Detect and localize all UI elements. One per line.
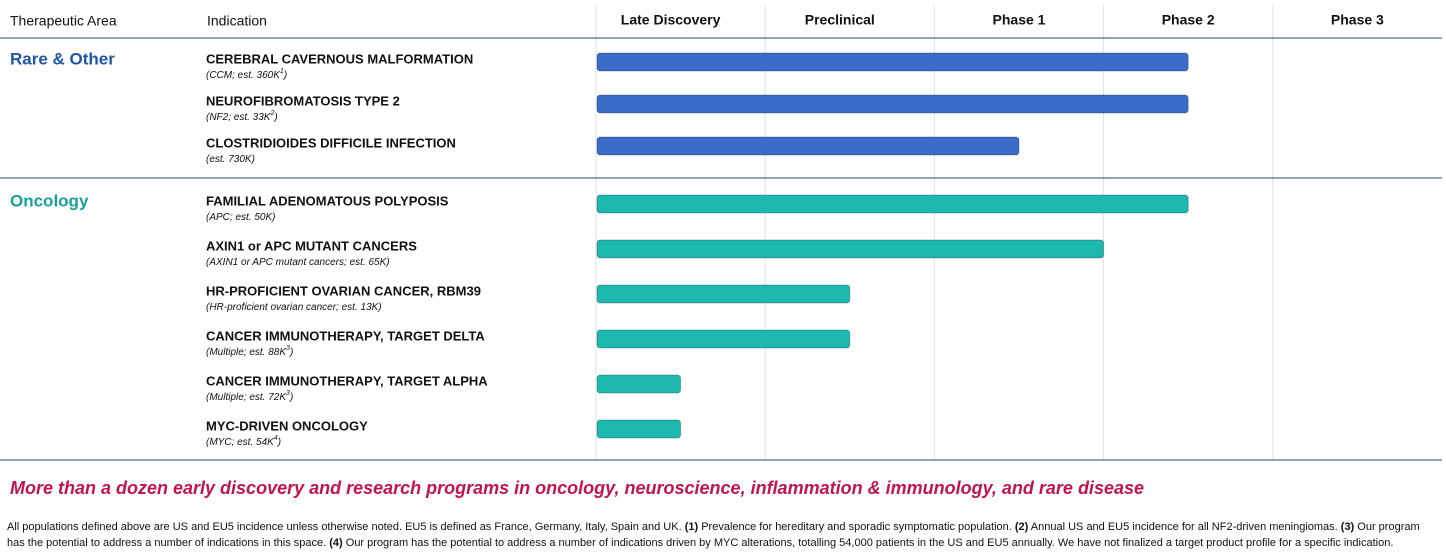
note-part: 4 — [274, 435, 278, 442]
note-part: ) — [289, 347, 293, 358]
indication-title: CANCER IMMUNOTHERAPY, TARGET ALPHA — [206, 373, 488, 388]
indication-title: CEREBRAL CAVERNOUS MALFORMATION — [206, 51, 473, 66]
progress-bar — [596, 239, 1105, 259]
indication-note: (Multiple; est. 72K3) — [206, 390, 293, 402]
progress-bar — [596, 136, 1020, 156]
note-part: 1 — [280, 68, 284, 75]
footnote-part: (4) — [329, 537, 343, 549]
indication-title: CLOSTRIDIOIDES DIFFICILE INFECTION — [206, 135, 456, 150]
indication-title: MYC-DRIVEN ONCOLOGY — [206, 418, 368, 433]
footnote-part: has the potential to address a number of… — [7, 537, 329, 549]
indication-note: (est. 730K) — [206, 154, 255, 165]
progress-bar — [596, 52, 1189, 72]
note-part: ) — [273, 112, 277, 123]
indication-title: AXIN1 or APC MUTANT CANCERS — [206, 238, 417, 253]
footnote-line: All populations defined above are US and… — [7, 521, 1420, 533]
indication-note: (APC; est. 50K) — [206, 212, 275, 223]
indication-note: (CCM; est. 360K1) — [206, 68, 287, 80]
indication-note: (AXIN1 or APC mutant cancers; est. 65K) — [206, 257, 390, 268]
note-part: 3 — [286, 345, 290, 352]
note-part: (NF2; est. 33K — [206, 112, 272, 123]
indication-title: NEUROFIBROMATOSIS TYPE 2 — [206, 93, 400, 108]
note-part: (AXIN1 or APC mutant cancers; est. 65K) — [206, 257, 390, 268]
footnote-part: All populations defined above are US and… — [7, 521, 685, 533]
note-part: (Multiple; est. 72K — [206, 392, 287, 403]
note-part: (MYC; est. 54K — [206, 437, 275, 448]
progress-bar — [596, 284, 851, 304]
note-part: (HR-proficient ovarian cancer; est. 13K) — [206, 302, 382, 313]
note-part: (Multiple; est. 88K — [206, 347, 287, 358]
progress-bar — [596, 329, 851, 349]
indication-title: FAMILIAL ADENOMATOUS POLYPOSIS — [206, 193, 449, 208]
footnote-part: Prevalence for hereditary and sporadic s… — [698, 521, 1015, 533]
indication-note: (MYC; est. 54K4) — [206, 435, 281, 447]
progress-bar — [596, 194, 1189, 214]
phase-header: Late Discovery — [621, 12, 721, 28]
footnote-part: (1) — [685, 521, 699, 533]
footnote-part: Our program — [1354, 521, 1419, 533]
footnote-part: (2) — [1015, 521, 1029, 533]
phase-header: Preclinical — [805, 12, 875, 28]
tagline: More than a dozen early discovery and re… — [10, 478, 1144, 498]
area-header: Therapeutic Area — [10, 13, 117, 29]
progress-bar — [596, 419, 682, 439]
note-part: (est. 730K) — [206, 154, 255, 165]
note-part: (APC; est. 50K) — [206, 212, 275, 223]
footnote-part: (3) — [1341, 521, 1355, 533]
footnote-part: Annual US and EU5 incidence for all NF2-… — [1028, 521, 1340, 533]
phase-header: Phase 2 — [1162, 12, 1215, 28]
progress-bar — [596, 94, 1189, 114]
note-part: 3 — [286, 390, 290, 397]
indication-title: HR-PROFICIENT OVARIAN CANCER, RBM39 — [206, 283, 481, 298]
phase-header: Phase 1 — [993, 12, 1046, 28]
indication-note: (Multiple; est. 88K3) — [206, 345, 293, 357]
group-label: Oncology — [10, 191, 89, 210]
indication-note: (HR-proficient ovarian cancer; est. 13K) — [206, 302, 382, 313]
note-part: ) — [289, 392, 293, 403]
progress-bar — [596, 374, 682, 394]
note-part: (CCM; est. 360K — [206, 70, 281, 81]
group-label: Rare & Other — [10, 49, 115, 68]
footnote-part: Our program has the potential to address… — [343, 537, 1394, 549]
note-part: 2 — [269, 110, 274, 117]
note-part: ) — [277, 437, 281, 448]
phase-header: Phase 3 — [1331, 12, 1384, 28]
indication-note: (NF2; est. 33K2) — [206, 110, 278, 122]
indication-title: CANCER IMMUNOTHERAPY, TARGET DELTA — [206, 328, 485, 343]
indication-header: Indication — [207, 13, 267, 29]
footnote-line: has the potential to address a number of… — [7, 537, 1393, 549]
note-part: ) — [283, 70, 287, 81]
